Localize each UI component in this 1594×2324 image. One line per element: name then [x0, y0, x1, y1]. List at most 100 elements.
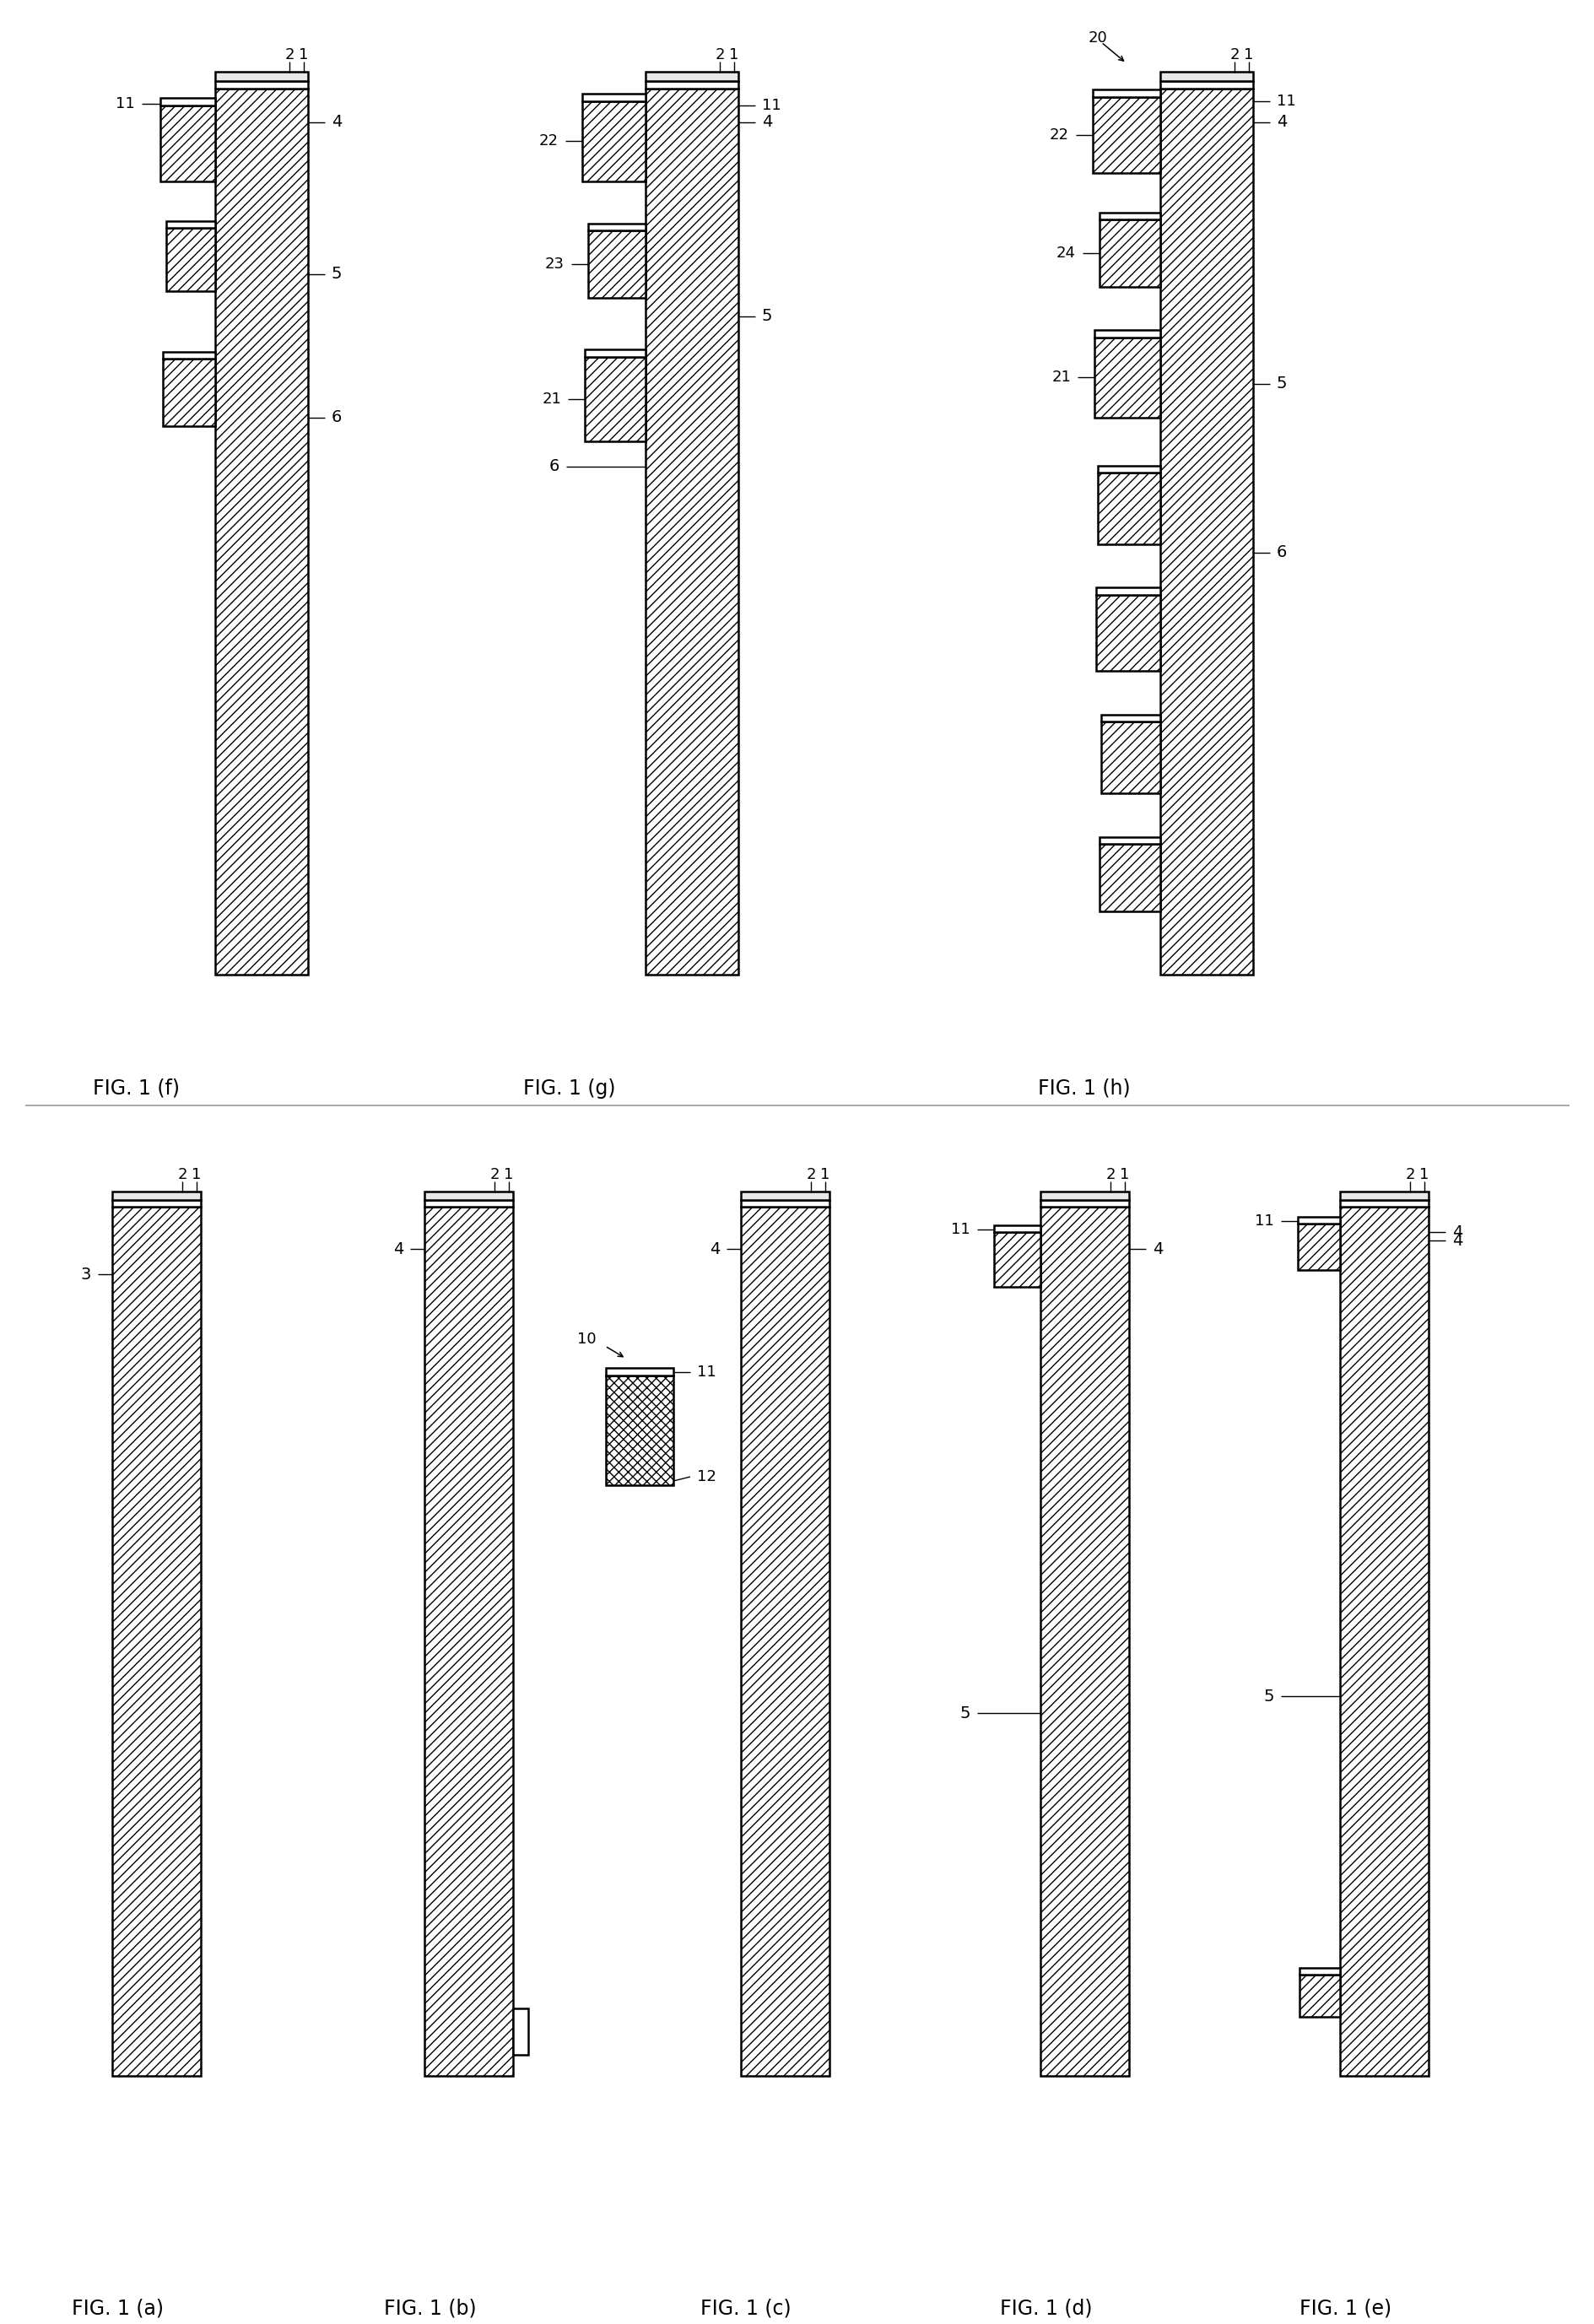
Text: 10: 10 — [577, 1332, 596, 1348]
Text: 1: 1 — [1119, 1167, 1129, 1183]
Bar — [741, 1192, 829, 1199]
Text: 2: 2 — [714, 46, 724, 63]
Text: 4: 4 — [709, 1241, 719, 1257]
Text: FIG. 1 (g): FIG. 1 (g) — [523, 1078, 615, 1099]
Text: 21: 21 — [542, 390, 561, 407]
Text: FIG. 1 (f): FIG. 1 (f) — [92, 1078, 180, 1099]
Bar — [163, 351, 215, 358]
Bar — [1339, 1199, 1428, 1206]
Text: 1: 1 — [298, 46, 308, 63]
Bar — [1039, 1206, 1129, 2075]
Bar — [1098, 837, 1160, 844]
Bar — [112, 1206, 201, 2075]
Text: 1: 1 — [1243, 46, 1253, 63]
Text: 4: 4 — [392, 1241, 403, 1257]
Text: 22: 22 — [539, 132, 558, 149]
Bar — [646, 72, 738, 81]
Text: 2: 2 — [1105, 1167, 1114, 1183]
Text: 11: 11 — [950, 1222, 969, 1236]
Bar — [993, 1225, 1039, 1232]
Bar — [741, 1199, 829, 1206]
Text: 11: 11 — [116, 95, 135, 112]
Text: FIG. 1 (b): FIG. 1 (b) — [384, 2298, 477, 2317]
Text: 2: 2 — [177, 1167, 186, 1183]
Text: 1: 1 — [819, 1167, 829, 1183]
Bar — [215, 72, 308, 81]
Bar — [1039, 1199, 1129, 1206]
Text: 2: 2 — [489, 1167, 499, 1183]
Bar — [588, 230, 646, 297]
Bar — [606, 1369, 673, 1376]
Text: 23: 23 — [545, 256, 564, 272]
Text: 3: 3 — [81, 1267, 91, 1283]
Text: FIG. 1 (c): FIG. 1 (c) — [700, 2298, 791, 2317]
Bar — [646, 88, 738, 974]
Bar — [1100, 720, 1160, 792]
Bar — [1298, 1218, 1339, 1225]
Text: FIG. 1 (d): FIG. 1 (d) — [999, 2298, 1092, 2317]
Bar — [112, 1192, 201, 1199]
Text: FIG. 1 (h): FIG. 1 (h) — [1038, 1078, 1130, 1099]
Text: 2: 2 — [1229, 46, 1239, 63]
Bar — [1097, 472, 1160, 544]
Bar — [166, 228, 215, 290]
Bar — [1092, 98, 1160, 172]
Text: 1: 1 — [504, 1167, 513, 1183]
Text: 5: 5 — [960, 1706, 969, 1722]
Bar — [163, 358, 215, 425]
Bar — [606, 1376, 673, 1485]
Bar — [585, 349, 646, 358]
Text: 22: 22 — [1049, 128, 1068, 142]
Text: 4: 4 — [762, 114, 771, 130]
Text: 1: 1 — [1419, 1167, 1428, 1183]
Text: 4: 4 — [1452, 1232, 1462, 1248]
Text: 2: 2 — [1404, 1167, 1414, 1183]
Bar — [588, 223, 646, 230]
Bar — [161, 98, 215, 105]
Text: 11: 11 — [697, 1364, 716, 1380]
Text: 6: 6 — [332, 409, 341, 425]
Bar — [741, 1206, 829, 2075]
Bar — [1160, 72, 1253, 81]
Bar — [424, 1192, 513, 1199]
Text: 21: 21 — [1050, 370, 1070, 386]
Text: 4: 4 — [1152, 1241, 1162, 1257]
Text: 6: 6 — [1277, 544, 1286, 560]
Bar — [1100, 716, 1160, 720]
Bar — [1160, 81, 1253, 88]
Text: FIG. 1 (e): FIG. 1 (e) — [1299, 2298, 1392, 2317]
Bar — [646, 81, 738, 88]
Bar — [582, 93, 646, 102]
Bar — [215, 88, 308, 974]
Text: 4: 4 — [332, 114, 341, 130]
Text: 5: 5 — [332, 267, 343, 281]
Text: 11: 11 — [1254, 1213, 1274, 1229]
Bar — [1160, 88, 1253, 974]
Text: 20: 20 — [1089, 30, 1108, 46]
Text: 5: 5 — [1277, 376, 1286, 393]
Bar — [166, 221, 215, 228]
Bar — [1098, 214, 1160, 218]
Text: 1: 1 — [728, 46, 738, 63]
Bar — [1098, 844, 1160, 911]
Bar — [1095, 595, 1160, 672]
Bar — [1097, 465, 1160, 472]
Bar — [1092, 88, 1160, 98]
Text: 4: 4 — [1452, 1225, 1462, 1241]
Text: 1: 1 — [191, 1167, 201, 1183]
Bar — [424, 1199, 513, 1206]
Bar — [1299, 1968, 1339, 1975]
Bar — [424, 1206, 513, 2075]
Text: FIG. 1 (a): FIG. 1 (a) — [72, 2298, 164, 2317]
Bar — [1339, 1192, 1428, 1199]
Text: 12: 12 — [697, 1469, 716, 1485]
Bar — [582, 102, 646, 181]
Text: 2: 2 — [805, 1167, 816, 1183]
Bar — [1098, 218, 1160, 286]
Text: 5: 5 — [1262, 1687, 1274, 1703]
Bar — [161, 105, 215, 181]
Text: 11: 11 — [1277, 93, 1296, 109]
Text: 24: 24 — [1055, 246, 1076, 260]
Text: 2: 2 — [284, 46, 295, 63]
Bar — [1299, 1975, 1339, 2017]
